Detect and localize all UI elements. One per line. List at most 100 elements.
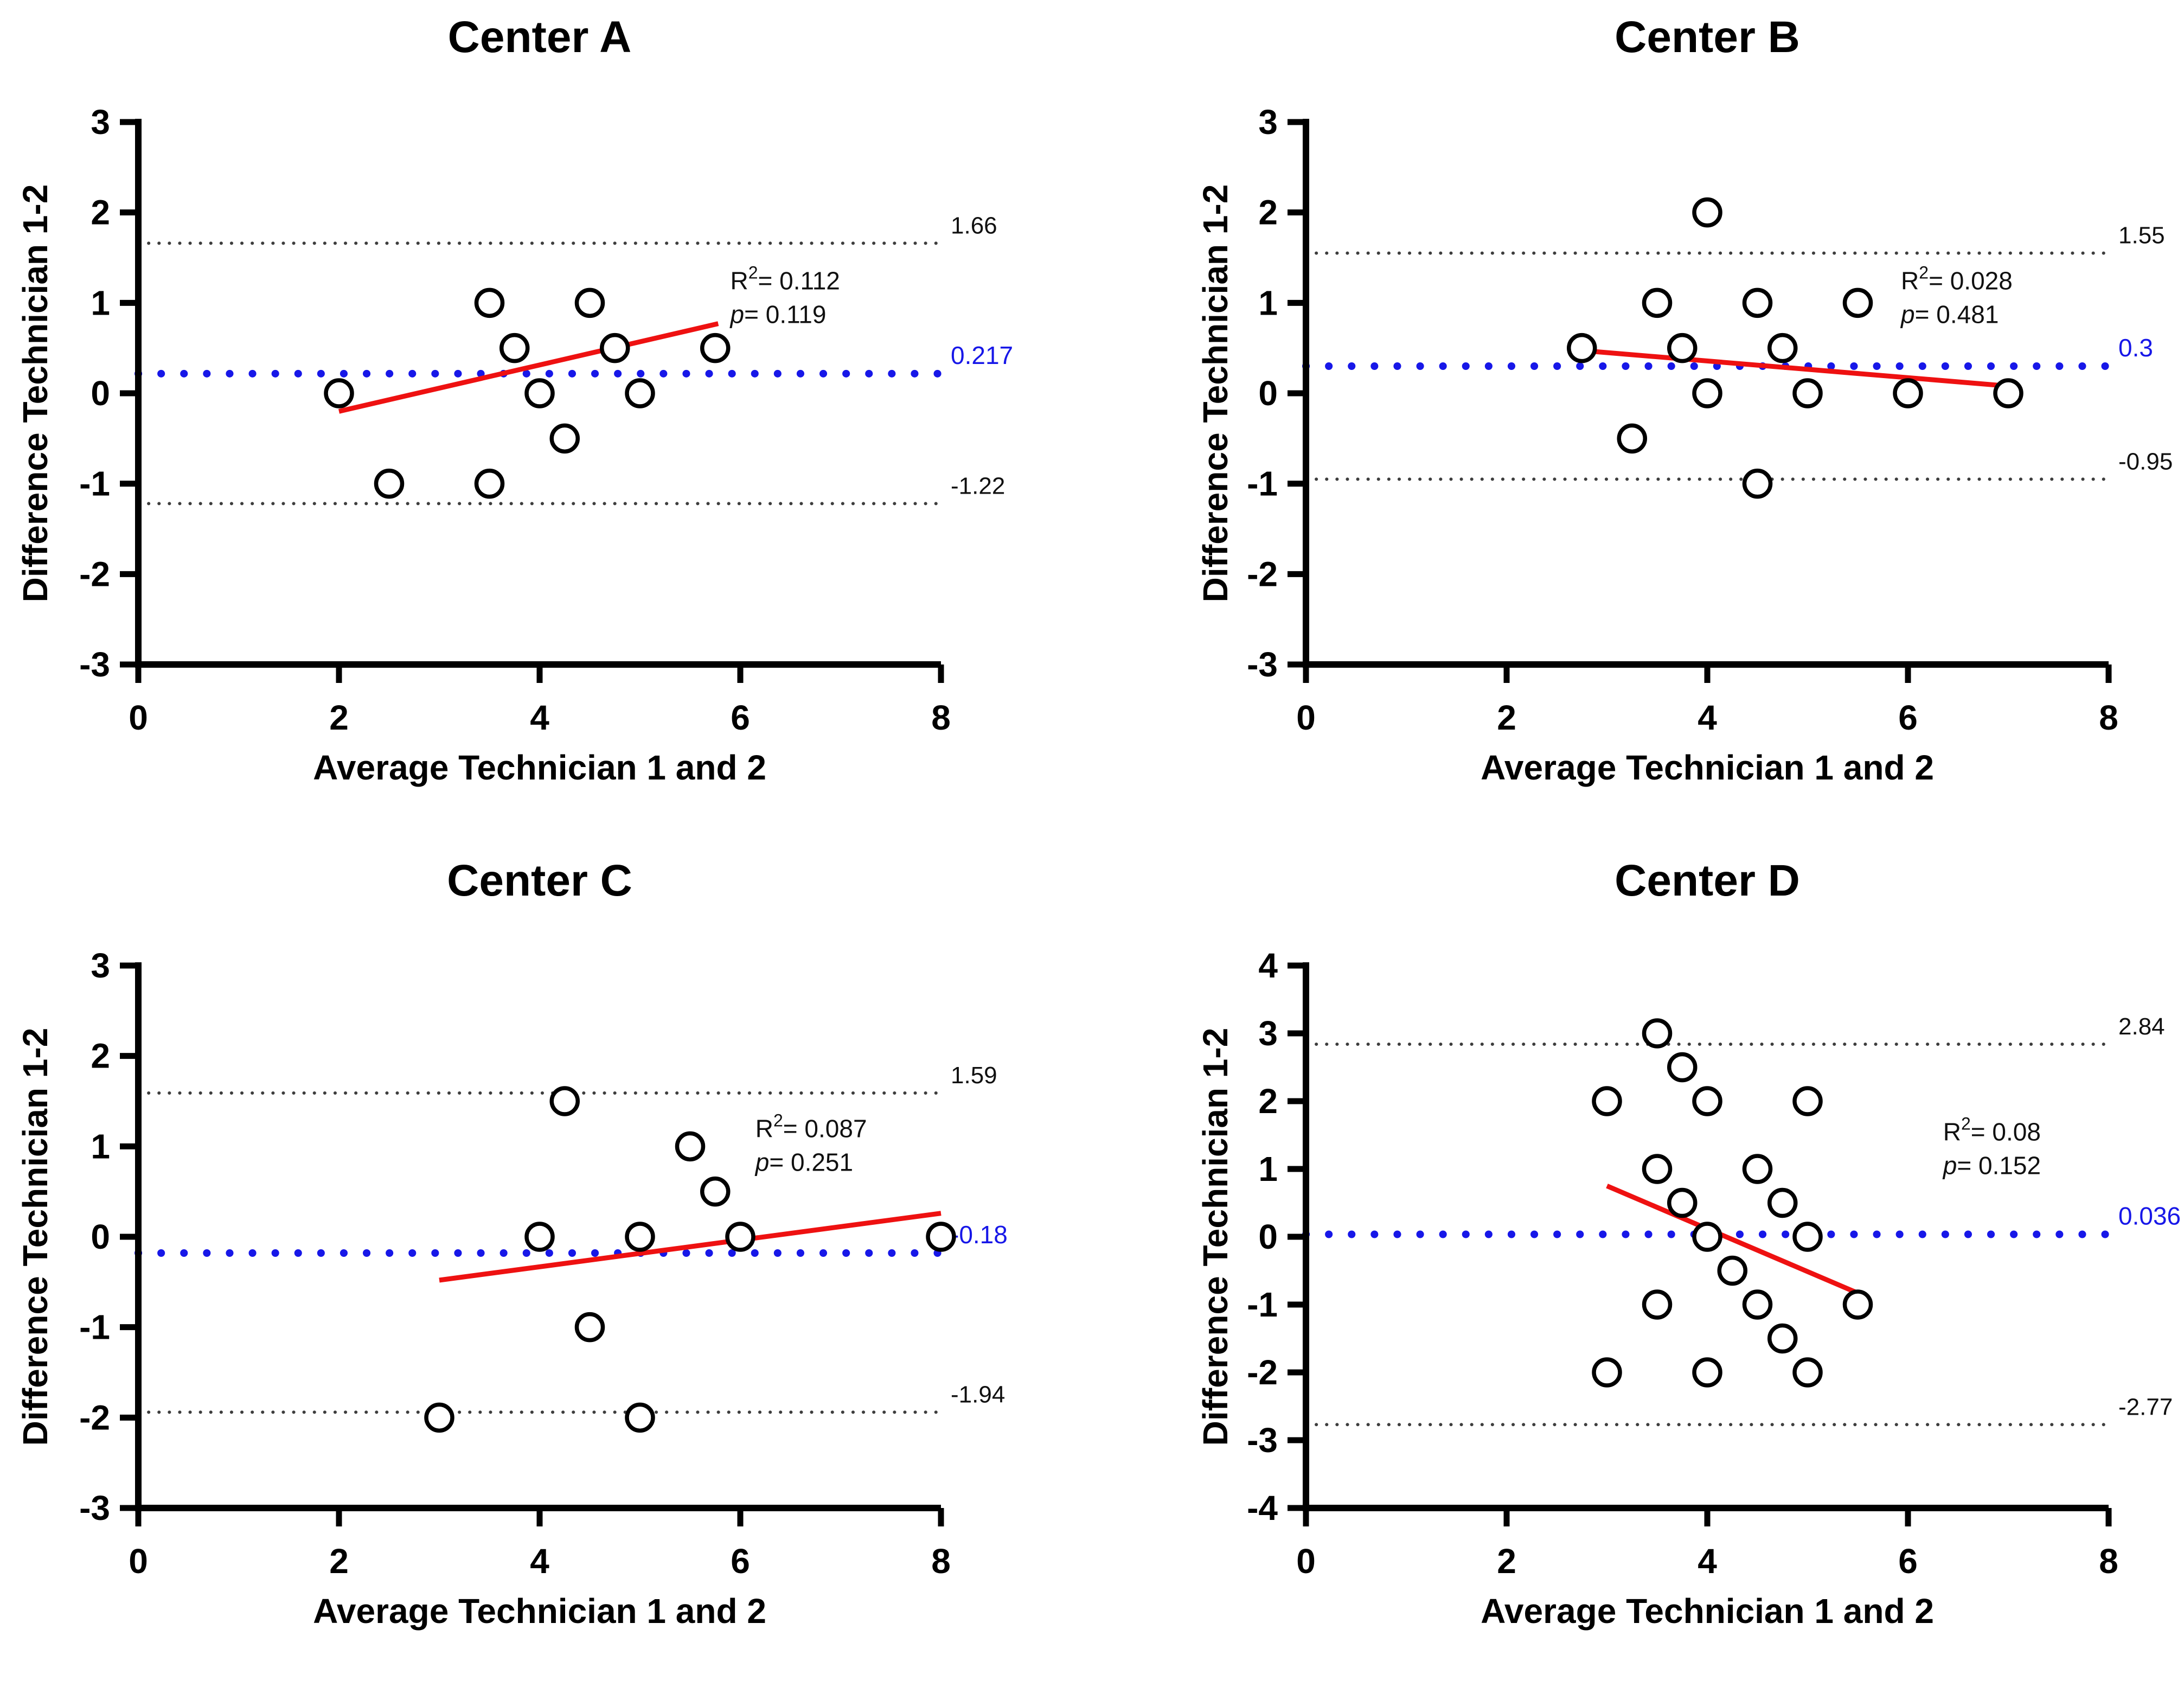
x-tick-label: 6 — [731, 1542, 750, 1581]
regression-line — [338, 321, 719, 414]
data-point — [524, 378, 555, 408]
p-value-annotation: p= 0.152 — [1942, 1152, 2041, 1180]
x-tick-label: 6 — [1898, 698, 1918, 737]
lower-limit-label: -2.77 — [2118, 1394, 2173, 1420]
data-point — [574, 1312, 605, 1343]
x-tick-label: 2 — [1497, 698, 1516, 737]
p-value-annotation: p= 0.481 — [1900, 300, 1999, 328]
y-tick-label: 1 — [91, 283, 110, 322]
r-squared-annotation: R2= 0.087 — [755, 1111, 867, 1143]
scatter-plot: 1.55 -0.95 0.3 0 2 4 6 8 3 2 1 0 -1 -2 -3 R2= 0.028 p= 0… — [1247, 103, 2173, 737]
chart-title: Center B — [1615, 12, 1800, 62]
data-point — [600, 333, 630, 363]
y-tick-label: 2 — [91, 1037, 110, 1076]
chart-title: Center C — [447, 856, 632, 905]
chart-title: Center A — [447, 12, 632, 62]
data-point — [1792, 378, 1823, 408]
r-squared-annotation: R2= 0.08 — [1943, 1114, 2041, 1146]
panel-center-c: Center C Difference Technician 1-2 Avera… — [0, 844, 1092, 1687]
data-point — [1792, 1357, 1823, 1388]
upper-limit-label: 2.84 — [2118, 1013, 2165, 1040]
data-point — [549, 1086, 580, 1116]
y-tick-label: 1 — [91, 1127, 110, 1166]
data-point — [1642, 1018, 1673, 1049]
upper-limit-label: 1.55 — [2118, 222, 2165, 249]
data-point — [1667, 1187, 1698, 1218]
panel-center-a: Center A Difference Technician 1-2 Avera… — [0, 0, 1092, 844]
y-tick-label: 1 — [1258, 1149, 1278, 1188]
data-point — [625, 1222, 655, 1252]
y-tick-label: 3 — [91, 103, 110, 142]
scatter-plot: 1.66 -1.22 0.217 0 2 4 6 8 3 2 1 0 -1 -2 -3 R2= 0.112 p=… — [79, 103, 1013, 737]
data-point — [1567, 333, 1597, 363]
data-point — [725, 1222, 755, 1252]
data-point — [1592, 1086, 1622, 1116]
x-axis-title: Average Technician 1 and 2 — [1481, 1592, 1934, 1631]
y-tick-label: -2 — [1247, 554, 1278, 593]
x-tick-label: 8 — [931, 1542, 951, 1581]
scatter-plot: 1.59 -1.94 -0.18 0 2 4 6 8 3 2 1 0 -1 -2 -3 R2= 0.087 p=… — [79, 946, 1008, 1581]
data-point — [374, 468, 405, 499]
data-point — [1667, 1052, 1698, 1083]
x-tick-label: 2 — [1497, 1542, 1516, 1581]
x-tick-label: 4 — [1698, 1542, 1717, 1581]
y-tick-label: -3 — [79, 645, 110, 684]
mean-label: 0.036 — [2118, 1202, 2181, 1230]
data-point — [625, 378, 655, 408]
regression-line — [439, 1211, 942, 1283]
panel-center-d: Center D Difference Technician 1-2 Avera… — [1092, 844, 2184, 1687]
regression-line — [1584, 348, 2009, 389]
y-tick-label: 0 — [1258, 374, 1278, 413]
upper-limit-label: 1.59 — [951, 1062, 997, 1089]
y-tick-label: -3 — [1247, 645, 1278, 684]
x-tick-label: 4 — [530, 698, 549, 737]
x-tick-label: 2 — [329, 1542, 349, 1581]
data-point — [1642, 1289, 1673, 1320]
data-point — [549, 423, 580, 454]
x-axis-title: Average Technician 1 and 2 — [313, 1592, 766, 1631]
y-tick-label: 2 — [91, 193, 110, 232]
data-point — [1742, 1289, 1773, 1320]
data-point — [524, 1222, 555, 1252]
data-point — [1742, 1154, 1773, 1184]
y-tick-label: 1 — [1258, 283, 1278, 322]
y-tick-label: -2 — [79, 554, 110, 593]
mean-label: 0.217 — [951, 341, 1013, 369]
panel-center-b: Center B Difference Technician 1-2 Avera… — [1092, 0, 2184, 844]
y-tick-label: -1 — [79, 464, 110, 503]
x-tick-label: 0 — [129, 698, 148, 737]
data-point — [1692, 1357, 1722, 1388]
data-point — [1642, 287, 1673, 318]
y-tick-label: 3 — [1258, 1014, 1278, 1053]
data-point — [1993, 378, 2023, 408]
data-point — [1717, 1255, 1747, 1286]
p-value-annotation: p= 0.251 — [754, 1148, 853, 1177]
y-tick-label: -3 — [1247, 1421, 1278, 1460]
data-point — [1767, 1187, 1798, 1218]
data-point — [1742, 468, 1773, 499]
data-point — [625, 1402, 655, 1433]
data-point — [474, 287, 505, 318]
chart-title: Center D — [1615, 856, 1800, 905]
data-point — [1742, 287, 1773, 318]
data-point — [1842, 287, 1873, 318]
data-point — [700, 1176, 731, 1207]
lower-limit-label: -1.22 — [951, 472, 1005, 499]
data-point — [1592, 1357, 1622, 1388]
data-point — [926, 1222, 956, 1252]
data-point — [1692, 1086, 1722, 1116]
y-tick-label: -4 — [1247, 1488, 1278, 1528]
data-point — [700, 333, 731, 363]
y-tick-label: 2 — [1258, 1082, 1278, 1121]
x-tick-label: 8 — [2099, 698, 2118, 737]
data-point — [574, 287, 605, 318]
y-tick-label: 4 — [1258, 946, 1278, 985]
lower-limit-label: -0.95 — [2118, 448, 2173, 475]
x-axis-title: Average Technician 1 and 2 — [313, 748, 766, 787]
data-point — [1692, 378, 1722, 408]
x-tick-label: 0 — [1296, 698, 1316, 737]
data-point — [474, 468, 505, 499]
y-tick-label: 0 — [91, 374, 110, 413]
data-point — [424, 1402, 454, 1433]
